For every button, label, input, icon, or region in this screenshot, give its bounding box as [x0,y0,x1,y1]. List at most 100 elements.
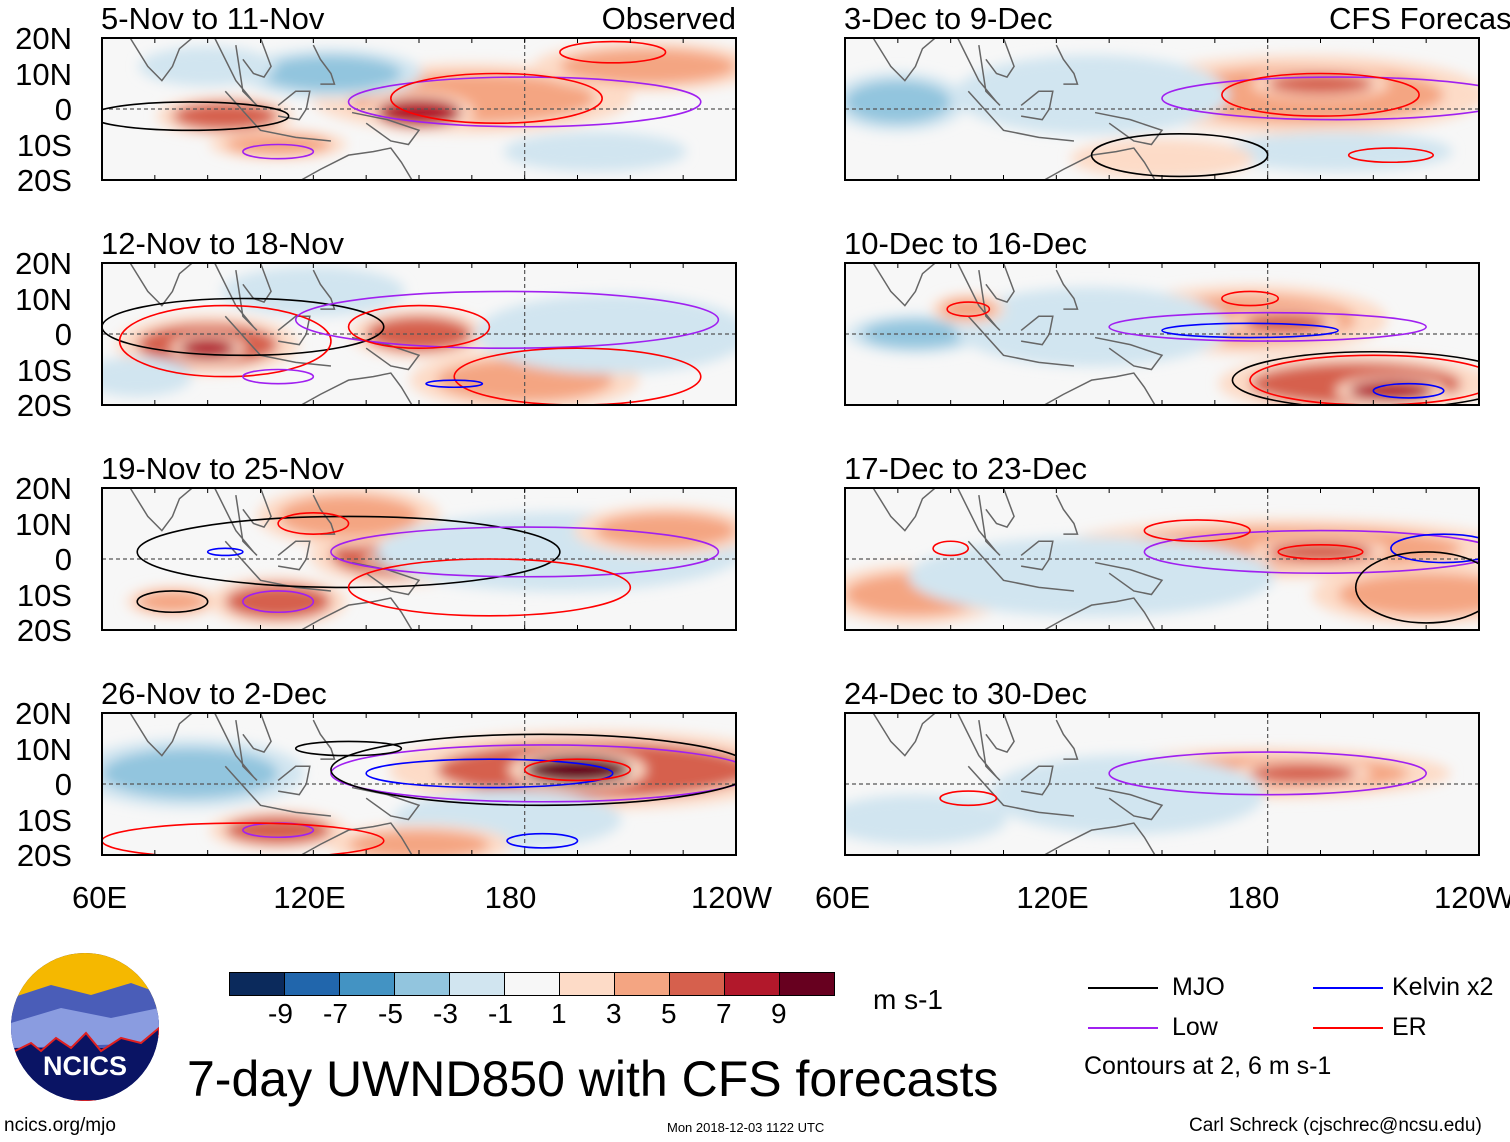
contour-low [1143,529,1479,574]
y-tick-label: 10S [16,352,72,388]
legend-label-kelvin: Kelvin x2 [1392,973,1494,1001]
colorbar-swatch [725,973,780,995]
contour-er [559,40,667,64]
colorbar-label: -9 [268,998,293,1029]
coastline [1055,269,1079,310]
contour-kelvin [1161,322,1339,339]
y-tick-label: 10N [15,731,72,767]
contour-mjo [1231,350,1479,405]
panel-title: 24-Dec to 30-Dec [844,676,1087,711]
contour-mjo [1090,133,1269,178]
colorbar-units: m s-1 [873,984,943,1015]
anomaly-region [1091,144,1233,173]
panel-title: 17-Dec to 23-Dec [844,451,1087,486]
panel-title: 19-Nov to 25-Nov [101,451,344,486]
contour-mjo [330,733,736,807]
coastline [1055,719,1079,760]
map-panels [101,37,1480,856]
map-panel [845,488,1479,630]
coastline [985,38,1015,78]
anomaly-region [950,548,1233,606]
contour-mjo [102,101,290,132]
colorbar-label: 5 [661,998,677,1029]
coastline [872,713,937,757]
anomaly-region [348,830,490,855]
coastline [957,713,1001,781]
map-panel [845,263,1479,405]
contour-low [242,143,315,160]
coastline [129,488,194,532]
x-tick-label: 180 [1227,880,1280,915]
coastline [129,263,194,307]
coastline [1020,765,1054,796]
contour-low [1161,76,1479,121]
anomaly-region [1250,137,1427,166]
anomaly-region [524,137,666,166]
coastline [242,488,272,528]
coastline [224,540,332,592]
coastline [1214,854,1217,855]
anomaly-region [225,815,331,845]
x-tick-label: 60E [72,880,128,915]
contour-kelvin [425,379,484,389]
colorbar-label: -5 [378,998,403,1029]
coastline [471,404,474,405]
colorbar-swatch [285,973,340,995]
contour-low [330,526,720,578]
coastline [471,629,474,630]
coastline [242,38,272,78]
coastline [312,494,336,535]
contour-mjo [294,740,403,757]
ncics-logo: NCICS [11,953,159,1101]
contour-low [347,76,702,128]
y-tick-label: 0 [54,317,72,352]
legend-line-kelvin [1313,987,1383,989]
colorbar-swatch [670,973,725,995]
panel-title: 10-Dec to 16-Dec [844,226,1087,261]
source-link[interactable]: ncics.org/mjo [4,1115,116,1136]
coastline [129,713,194,757]
contour-er [347,558,632,617]
coastline [1055,44,1079,85]
legend-line-low [1088,1027,1158,1029]
coastline [312,269,336,310]
logo-text: NCICS [43,1051,127,1081]
coastline [1020,540,1054,571]
contour-low [330,744,736,803]
colorbar-label: 1 [551,998,567,1029]
figure-title: 7-day UWND850 with CFS forecasts [187,1051,999,1107]
coastline [957,263,1001,331]
contour-er [277,512,350,535]
coastline [1055,494,1079,535]
contour-er [939,790,998,807]
anomaly-region [559,48,736,85]
coastline [214,38,258,106]
coastline [129,38,194,82]
contour-mjo [136,590,209,614]
contour-er [932,540,970,557]
coastline [1094,561,1164,596]
legend-label-er: ER [1392,1013,1427,1041]
colorbar-label: 7 [716,998,732,1029]
x-tick-label: 60E [815,880,871,915]
coastline [1214,629,1217,630]
map-panel [845,713,1479,855]
y-tick-label: 20S [16,163,72,198]
contour-mjo [1354,551,1479,624]
contour-er [1221,72,1420,117]
legend-label-mjo: MJO [1172,973,1225,1001]
coastline [471,179,474,180]
colorbar-label: 3 [606,998,622,1029]
contour-kelvin [1372,382,1445,399]
contour-er [946,301,991,318]
legend-line-er [1313,1027,1383,1029]
panel-title: 26-Nov to 2-Dec [101,676,327,711]
coastline [242,713,272,753]
y-tick-label: 10S [16,127,72,163]
legend-label-low: Low [1172,1013,1218,1041]
y-tick-label: 10N [15,506,72,542]
panel-title: 5-Nov to 11-Nov [101,1,325,36]
coastline [1020,90,1054,121]
anomaly-region [242,273,384,310]
coastline [1214,179,1217,180]
